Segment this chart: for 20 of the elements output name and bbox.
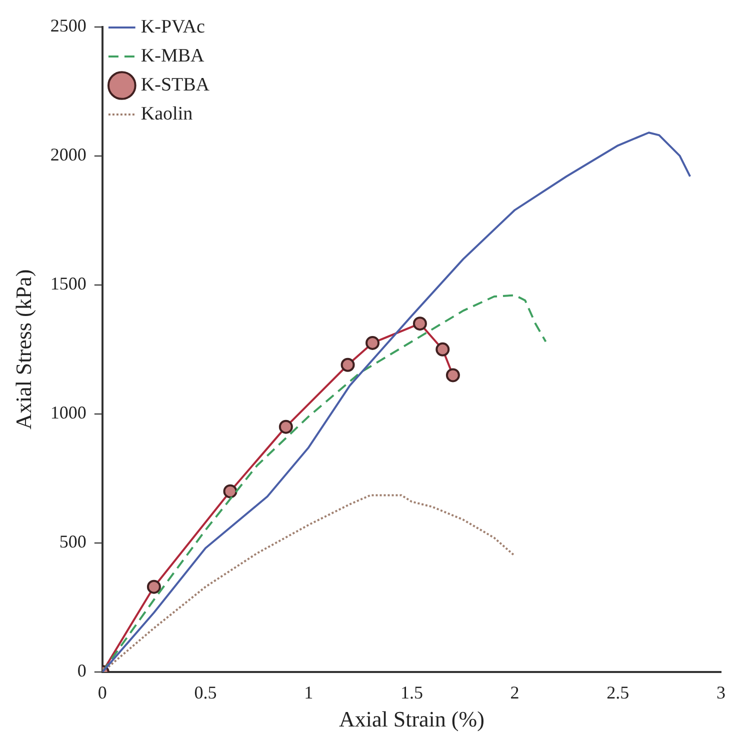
x-tick-label: 0 <box>98 682 107 703</box>
x-tick-label: 1.5 <box>400 682 423 703</box>
legend-label: K-STBA <box>140 74 210 96</box>
x-tick-label: 2.5 <box>606 682 630 703</box>
y-tick-label: 1000 <box>50 402 86 423</box>
legend-label: K-PVAc <box>140 16 205 38</box>
x-tick-label: 0.5 <box>194 682 217 703</box>
y-tick-label: 2500 <box>50 16 86 36</box>
y-axis-title: Axial Stress (kPa) <box>10 269 36 430</box>
y-tick-label: 1500 <box>50 274 86 294</box>
y-tick-label: 0 <box>77 660 86 681</box>
line-series <box>102 294 547 672</box>
x-axis-title: Axial Strain (%) <box>338 706 484 732</box>
y-tick-label: 500 <box>59 532 86 552</box>
x-tick-label: 1 <box>304 682 314 703</box>
y-tick-label: 2000 <box>50 144 86 165</box>
x-tick-label: 2 <box>510 682 520 703</box>
x-tick-label: 3 <box>716 682 726 703</box>
legend-label: Kaolin <box>140 103 194 124</box>
legend-label: K-MBA <box>140 45 205 66</box>
